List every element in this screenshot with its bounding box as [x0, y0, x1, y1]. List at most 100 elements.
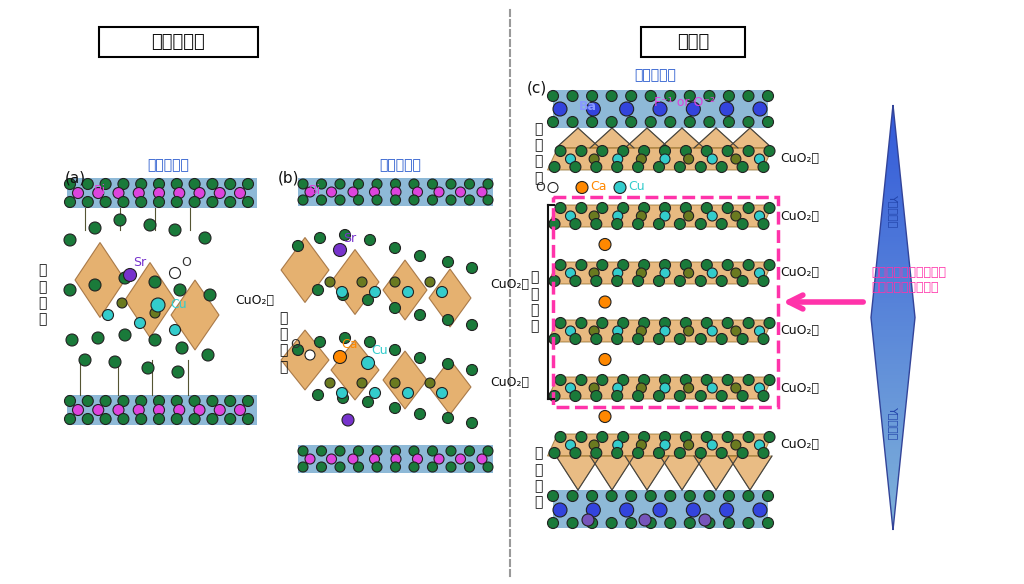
- Bar: [873, 290, 912, 292]
- Circle shape: [391, 187, 401, 197]
- Circle shape: [348, 187, 358, 197]
- Circle shape: [731, 440, 741, 450]
- Circle shape: [722, 203, 733, 214]
- Bar: [887, 468, 899, 471]
- Circle shape: [73, 187, 84, 199]
- Circle shape: [703, 116, 715, 127]
- Circle shape: [660, 154, 670, 164]
- Circle shape: [763, 491, 773, 502]
- Circle shape: [79, 354, 91, 366]
- Polygon shape: [171, 280, 219, 350]
- Circle shape: [154, 196, 165, 207]
- Circle shape: [599, 411, 611, 422]
- Circle shape: [119, 272, 131, 284]
- Bar: [881, 406, 906, 409]
- Bar: [885, 186, 901, 188]
- Circle shape: [684, 383, 693, 393]
- Bar: [891, 126, 895, 128]
- Bar: [890, 130, 896, 133]
- Circle shape: [567, 491, 578, 502]
- Circle shape: [633, 333, 644, 345]
- Bar: [891, 509, 895, 511]
- Bar: [872, 332, 913, 335]
- Bar: [882, 424, 904, 426]
- Circle shape: [660, 440, 670, 450]
- Circle shape: [171, 196, 182, 207]
- Circle shape: [442, 256, 454, 267]
- Bar: [884, 441, 902, 443]
- Bar: [872, 335, 913, 336]
- Bar: [553, 197, 778, 407]
- Bar: [888, 477, 898, 479]
- Circle shape: [353, 446, 364, 456]
- Circle shape: [327, 187, 337, 197]
- Bar: [889, 485, 898, 488]
- Bar: [874, 279, 911, 281]
- Bar: [883, 203, 903, 205]
- Circle shape: [372, 446, 382, 456]
- Circle shape: [611, 391, 623, 402]
- Polygon shape: [75, 242, 125, 318]
- Bar: [872, 305, 913, 307]
- Bar: [889, 492, 897, 494]
- Bar: [876, 273, 910, 275]
- Circle shape: [118, 413, 129, 425]
- Circle shape: [675, 276, 685, 287]
- Circle shape: [743, 145, 754, 157]
- Circle shape: [119, 329, 131, 341]
- Bar: [872, 330, 913, 332]
- Circle shape: [589, 268, 599, 278]
- Circle shape: [743, 491, 754, 502]
- Circle shape: [82, 395, 93, 406]
- Circle shape: [703, 91, 715, 102]
- Circle shape: [434, 187, 444, 197]
- Circle shape: [305, 454, 315, 464]
- Bar: [888, 158, 898, 160]
- Circle shape: [639, 145, 649, 157]
- Circle shape: [207, 413, 218, 425]
- Circle shape: [402, 388, 414, 398]
- Circle shape: [611, 276, 623, 287]
- Bar: [878, 249, 908, 252]
- Circle shape: [214, 405, 225, 415]
- Bar: [877, 269, 910, 271]
- Bar: [878, 254, 908, 256]
- Circle shape: [335, 195, 345, 205]
- Circle shape: [639, 259, 649, 270]
- Bar: [887, 471, 899, 472]
- Circle shape: [660, 326, 670, 336]
- Bar: [880, 232, 906, 235]
- Bar: [887, 160, 899, 162]
- Bar: [873, 341, 912, 343]
- Circle shape: [483, 179, 493, 189]
- Circle shape: [763, 116, 773, 127]
- Circle shape: [202, 349, 214, 361]
- Bar: [886, 458, 900, 460]
- Circle shape: [587, 91, 598, 102]
- Circle shape: [243, 179, 254, 189]
- Circle shape: [723, 91, 734, 102]
- Bar: [873, 345, 912, 347]
- Text: Y系超伝導: Y系超伝導: [888, 194, 898, 228]
- Text: Sr: Sr: [133, 256, 146, 269]
- Bar: [553, 90, 768, 128]
- Circle shape: [415, 310, 426, 321]
- Circle shape: [684, 91, 695, 102]
- Bar: [891, 128, 895, 130]
- Circle shape: [442, 412, 454, 423]
- Bar: [874, 356, 911, 358]
- Circle shape: [720, 102, 733, 116]
- Circle shape: [465, 462, 474, 472]
- Circle shape: [415, 353, 426, 363]
- Bar: [890, 505, 896, 507]
- Bar: [67, 395, 257, 425]
- Bar: [882, 218, 904, 220]
- Circle shape: [483, 195, 493, 205]
- Circle shape: [737, 333, 749, 345]
- Circle shape: [298, 195, 308, 205]
- Polygon shape: [548, 434, 772, 456]
- Circle shape: [565, 383, 575, 393]
- Circle shape: [763, 517, 773, 529]
- Polygon shape: [548, 205, 772, 227]
- Circle shape: [224, 395, 236, 406]
